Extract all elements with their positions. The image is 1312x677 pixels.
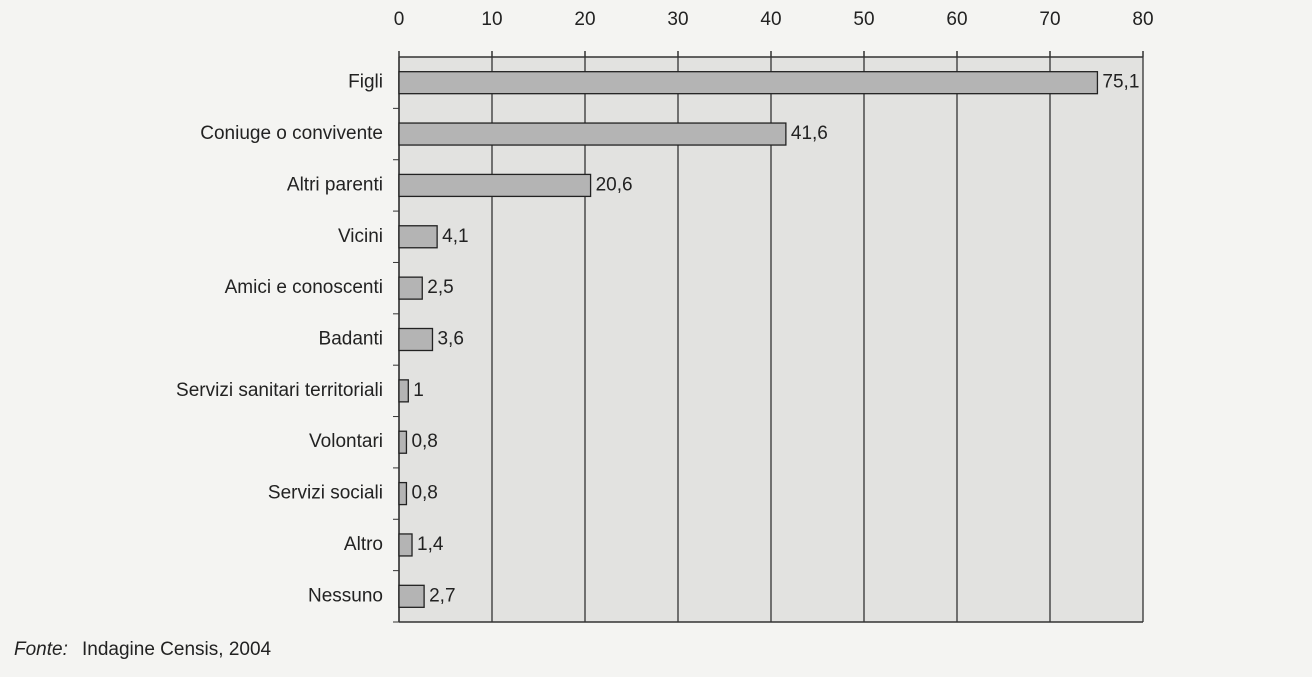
y-tick-label: Badanti <box>319 329 383 350</box>
bar <box>398 225 438 249</box>
y-tick-label: Nessuno <box>308 585 383 606</box>
bar <box>398 71 1099 95</box>
bar <box>398 533 413 557</box>
value-label: 0,8 <box>411 483 437 504</box>
bar <box>398 327 434 352</box>
y-tick-label: Altro <box>344 534 383 555</box>
y-tick-label: Altri parenti <box>287 174 383 195</box>
bar <box>398 276 423 300</box>
y-tick-label: Volontari <box>309 431 383 452</box>
value-label: 1,4 <box>417 534 444 555</box>
value-label: 41,6 <box>791 123 828 144</box>
bar <box>398 584 425 608</box>
x-tick-label: 70 <box>1039 9 1060 30</box>
y-tick-label: Vicini <box>338 226 383 247</box>
value-label: 3,6 <box>437 329 463 350</box>
y-tick-label: Coniuge o convivente <box>200 123 383 144</box>
y-tick-label: Servizi sociali <box>268 483 383 504</box>
x-tick-label: 0 <box>394 9 405 30</box>
source: Indagine Censis, 2004 <box>82 639 272 660</box>
x-tick-label: 40 <box>760 9 781 30</box>
value-label: 20,6 <box>596 174 633 195</box>
y-tick-label: Figli <box>348 72 383 93</box>
value-label: 0,8 <box>411 431 437 452</box>
source-label: Fonte: <box>14 639 68 660</box>
x-tick-label: 30 <box>667 9 688 30</box>
value-label: 1 <box>413 380 424 401</box>
bar <box>398 173 592 198</box>
value-label: 4,1 <box>442 226 468 247</box>
y-tick-label: Servizi sanitari territoriali <box>176 380 383 401</box>
value-label: 2,5 <box>427 277 453 298</box>
value-label: 75,1 <box>1102 72 1139 93</box>
bar <box>398 122 787 146</box>
y-tick-label: Amici e conoscenti <box>225 277 383 298</box>
bar <box>398 430 408 454</box>
x-tick-label: 60 <box>946 9 967 30</box>
value-label: 2,7 <box>429 585 455 606</box>
x-tick-label: 50 <box>853 9 874 30</box>
x-tick-label: 20 <box>574 9 595 30</box>
bar <box>398 379 409 403</box>
x-tick-label: 10 <box>481 9 502 30</box>
x-tick-label: 80 <box>1132 9 1153 30</box>
bar <box>398 481 408 506</box>
